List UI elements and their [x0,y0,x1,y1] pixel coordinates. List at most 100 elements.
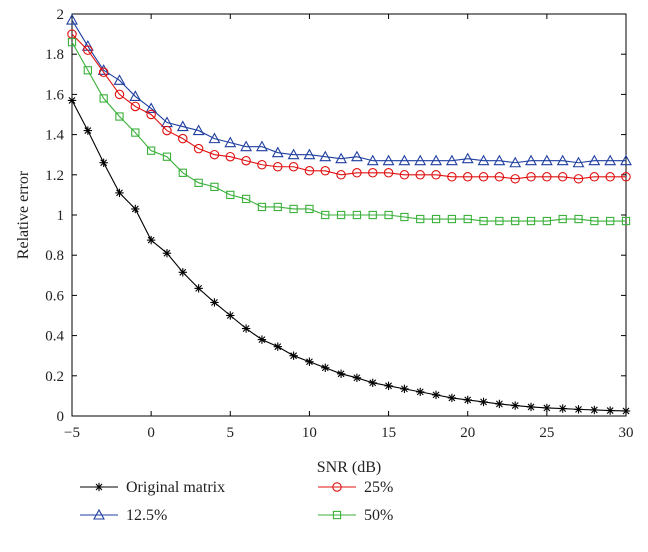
data-point [462,172,473,182]
data-point [67,37,77,47]
x-tick-label: 0 [147,425,155,441]
data-point [114,89,125,100]
data-point [431,170,441,180]
data-point [368,210,377,220]
data-point [384,210,393,220]
data-point [131,128,140,137]
data-point [257,160,267,170]
data-point [542,172,552,182]
data-point [287,148,300,160]
data-point [289,351,298,360]
data-point [350,150,363,162]
data-point [336,170,346,180]
legend-marker [332,482,342,492]
data-point [557,172,568,182]
y-tick-label: 0.2 [45,369,64,385]
data-point [511,216,520,226]
data-point [193,143,204,154]
data-point [273,342,282,351]
x-tick-label: −5 [64,425,80,441]
data-point [605,172,615,182]
series-3 [67,29,631,184]
data-point [256,140,268,152]
data-point [590,405,599,415]
data-point [366,154,379,166]
data-point [145,102,158,114]
data-point [226,190,235,200]
data-point [115,112,124,121]
data-point [336,210,346,220]
data-point [447,172,457,182]
data-point [368,378,377,388]
data-point [99,94,108,103]
legend-label: Original matrix [126,479,225,496]
data-point [178,133,188,144]
data-point [224,136,237,148]
data-point [210,298,219,307]
data-point [494,172,505,182]
data-point [335,152,348,164]
x-tick-label: 10 [302,425,317,441]
data-point [574,405,583,414]
data-point [162,152,172,161]
x-tick-label: 15 [381,425,396,441]
data-point [399,170,410,180]
data-point [257,202,267,212]
data-point [176,120,189,132]
legend-marker [93,508,105,520]
data-point [241,155,251,166]
data-point [226,311,235,320]
data-point [288,162,299,172]
data-point [526,172,536,182]
data-point [241,194,251,204]
data-point [400,212,409,222]
data-point [463,214,472,224]
legend-label: 12.5% [126,507,167,524]
legend-label: 25% [364,479,393,496]
data-point [431,390,441,400]
data-point [304,166,315,176]
series-2 [66,13,632,168]
data-point [83,45,93,55]
data-point [574,214,583,224]
data-point [461,152,474,164]
data-point [620,154,632,166]
data-point [511,401,520,410]
data-point [589,172,600,182]
data-point [463,395,472,405]
series-layer [66,13,632,416]
data-point [305,357,314,366]
y-tick-label: 1.2 [45,168,64,184]
y-tick-label: 0.8 [45,248,64,264]
data-point [430,154,442,166]
data-point [621,216,631,226]
data-point [556,154,569,166]
data-point [99,158,108,167]
data-point [572,156,585,168]
data-point [273,202,282,212]
series-4 [67,37,631,226]
data-point [398,154,411,166]
data-point [621,172,631,182]
data-point [558,214,567,224]
data-point [321,210,330,220]
data-point [225,151,236,162]
data-point [416,387,425,397]
series-line [71,33,626,180]
data-point [130,101,141,112]
data-point [178,268,187,277]
legend-marker [332,510,342,520]
data-point [605,406,615,415]
data-point [131,204,140,214]
y-tick-label: 0 [57,409,65,425]
data-point [447,393,457,403]
data-point [510,174,520,184]
data-point [336,369,346,378]
series-line [71,19,626,164]
data-point [526,216,536,226]
data-point [321,363,330,372]
data-point [98,67,109,78]
data-point [210,182,219,192]
data-point [273,162,283,172]
data-point [352,210,362,220]
